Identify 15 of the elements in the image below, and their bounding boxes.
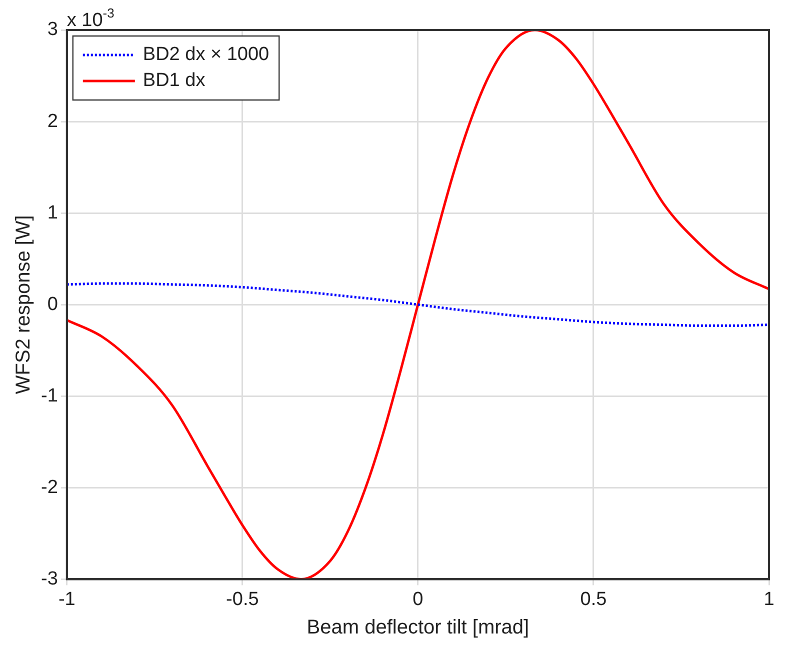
y-axis-title: WFS2 response [W] bbox=[12, 215, 35, 394]
y-tick-label: -1 bbox=[40, 385, 58, 406]
x-tick-label: -0.5 bbox=[226, 588, 259, 610]
y-tick-label: -2 bbox=[40, 476, 58, 498]
y-tick-label: 1 bbox=[47, 202, 58, 224]
y-tick-label: -3 bbox=[40, 568, 58, 590]
y-tick-label: 2 bbox=[47, 110, 58, 132]
legend-label: BD1 dx bbox=[142, 70, 206, 92]
x-tick-label: 0 bbox=[412, 588, 424, 610]
x-tick-label: 0.5 bbox=[580, 588, 607, 610]
y-tick-label: 3 bbox=[47, 19, 58, 40]
y-tick-label: 0 bbox=[47, 294, 58, 315]
x-tick-label: 1 bbox=[764, 588, 774, 610]
legend-label: BD2 dx × 1000 bbox=[142, 44, 270, 66]
x-axis-title: Beam deflector tilt [mrad] bbox=[306, 616, 530, 639]
